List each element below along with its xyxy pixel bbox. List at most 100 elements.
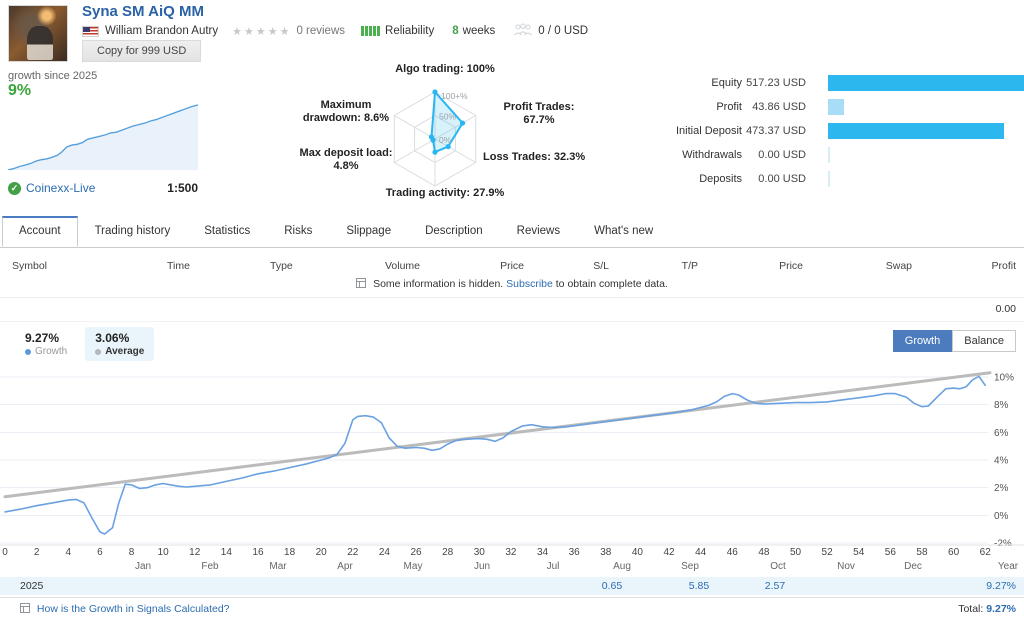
leverage-value: 1:500	[167, 181, 198, 195]
week-tick: 32	[505, 547, 517, 558]
week-tick: 28	[442, 547, 454, 558]
column-header-s-l: S/L	[593, 260, 609, 272]
week-tick: 4	[65, 547, 72, 558]
column-header-volume: Volume	[384, 260, 420, 272]
tab-reviews[interactable]: Reviews	[516, 225, 561, 237]
month-label-dec: Dec	[904, 561, 922, 572]
author-link[interactable]: William Brandon Autry	[105, 25, 219, 37]
broker-link[interactable]: Coinexx-Live	[26, 181, 96, 195]
radar-axis-label: Profit Trades: 67.7%	[503, 101, 575, 126]
week-tick: 8	[128, 547, 135, 558]
week-tick: 16	[252, 547, 264, 558]
growth-caption: growth since 2025	[8, 70, 98, 82]
week-tick: 6	[97, 547, 103, 558]
chart-week-ticks: 0 2 4 6 8 10 12 14 16 18 20 22 24 26 28 30 32 34 36 38 40 42 4…	[0, 546, 1024, 560]
week-tick: 30	[473, 547, 485, 558]
legend-average-chip[interactable]: 3.06% Average	[85, 327, 155, 361]
stat-bar	[828, 123, 1005, 139]
year-label: 2025	[20, 580, 44, 592]
tab-slippage[interactable]: Slippage	[346, 225, 392, 237]
stat-row: Withdrawals 0.00 USD	[624, 143, 1024, 167]
growth-mode-button[interactable]: Growth	[892, 330, 953, 352]
chart-controls: 9.27% Growth 3.06% Average Growth Balanc…	[0, 322, 1024, 364]
stat-row: Initial Deposit 473.37 USD	[624, 119, 1024, 143]
radar-chart: 100+% 50% 0%	[393, 89, 477, 187]
avatar[interactable]	[8, 5, 68, 62]
signal-header: Syna SM AiQ MM William Brandon Autry ★★★…	[0, 0, 1024, 65]
radar-chart-block: 100+% 50% 0% Algo trading: 100% Profit Trad…	[295, 63, 595, 215]
tab-what-s-new[interactable]: What's new	[594, 225, 654, 237]
week-tick: 12	[189, 547, 201, 558]
radar-axis-label: Maximum drawdown: 8.6%	[302, 99, 390, 124]
stat-bar-wrap	[806, 99, 1024, 115]
week-tick: 58	[916, 547, 928, 558]
stat-label: Equity	[711, 77, 742, 89]
column-header-symbol: Symbol	[12, 260, 48, 272]
stat-label: Withdrawals	[682, 149, 742, 161]
tab-risks[interactable]: Risks	[284, 225, 313, 237]
copiers-funds: 0 / 0 USD	[538, 25, 589, 37]
legend-growth-value: 9.27%	[25, 331, 60, 345]
week-tick: 2	[33, 547, 40, 558]
year-row: 2025 9.27% 0.65 5.85 2.57	[0, 577, 1024, 595]
stat-value: 473.37 USD	[746, 125, 806, 137]
radar-axis-label: Trading activity: 27.9%	[385, 187, 505, 199]
week-tick: 60	[948, 547, 960, 558]
weeks-label: weeks	[462, 25, 496, 37]
svg-text:4%: 4%	[994, 456, 1009, 467]
footer-total: Total: 9.27%	[958, 603, 1016, 615]
account-info: ✓ Coinexx-Live 1:500	[8, 181, 198, 195]
radar-axis-label: Loss Trades: 32.3%	[483, 151, 586, 163]
growth-help: How is the Growth in Signals Calculated?	[20, 603, 230, 615]
radar-axis-label: Max deposit load: 4.8%	[299, 147, 393, 172]
week-tick: 42	[663, 547, 675, 558]
year-total: 9.27%	[986, 580, 1016, 592]
header-meta: William Brandon Autry ★★★★★ 0 reviews Re…	[82, 23, 588, 39]
column-header-profit: Profit	[991, 260, 1016, 272]
legend-average-value: 3.06%	[95, 331, 130, 345]
week-tick: 38	[600, 547, 612, 558]
growth-help-link[interactable]: How is the Growth in Signals Calculated?	[36, 603, 230, 615]
svg-text:-2%: -2%	[994, 539, 1012, 547]
week-tick: 54	[853, 547, 865, 558]
week-tick: 24	[378, 547, 390, 558]
chart-legend: 9.27% Growth 3.06% Average	[15, 327, 155, 361]
week-tick: 62	[979, 547, 991, 558]
tab-description[interactable]: Description	[425, 225, 483, 237]
copy-signal-button[interactable]: Copy for 999 USD	[82, 40, 202, 62]
radar-axis-label: Algo trading: 100%	[395, 63, 495, 75]
reviews-count[interactable]: 0 reviews	[296, 25, 346, 37]
profit-total-value: 0.00	[995, 303, 1016, 315]
svg-text:10%: 10%	[994, 373, 1014, 384]
stat-bar-wrap	[806, 147, 1024, 163]
tab-statistics[interactable]: Statistics	[204, 225, 251, 237]
week-tick: 44	[695, 547, 707, 558]
svg-text:8%: 8%	[994, 400, 1009, 411]
subscribe-link[interactable]: Subscribe	[506, 278, 553, 290]
legend-growth-label: Growth	[35, 346, 68, 357]
stat-value: 0.00 USD	[758, 173, 806, 185]
month-label-aug: Aug	[613, 561, 631, 572]
stat-label: Deposits	[699, 173, 742, 185]
month-label-jul: Jul	[546, 561, 560, 572]
week-tick: 48	[758, 547, 770, 558]
tab-trading-history[interactable]: Trading history	[94, 225, 171, 237]
stat-value: 0.00 USD	[758, 149, 806, 161]
verified-check-icon: ✓	[8, 181, 21, 195]
month-growth-value: 2.57	[764, 580, 786, 592]
column-header-price: Price	[779, 260, 803, 272]
tab-bar: Account Trading history Statistics Risks Sli…	[0, 215, 1024, 248]
rating-stars-icon: ★★★★★	[232, 25, 292, 38]
legend-growth-chip[interactable]: 9.27% Growth	[15, 327, 77, 361]
stat-bar-wrap	[806, 171, 1024, 187]
tab-account[interactable]: Account	[2, 216, 78, 247]
svg-text:0%: 0%	[439, 135, 452, 145]
month-label-jun: Jun	[473, 561, 491, 572]
growth-percent: 9%	[8, 82, 32, 99]
week-tick: 20	[315, 547, 327, 558]
stat-bar-wrap	[806, 75, 1024, 91]
column-header-time: Time	[167, 260, 190, 272]
balance-mode-button[interactable]: Balance	[952, 330, 1016, 352]
month-growth-value: 0.65	[601, 580, 623, 592]
